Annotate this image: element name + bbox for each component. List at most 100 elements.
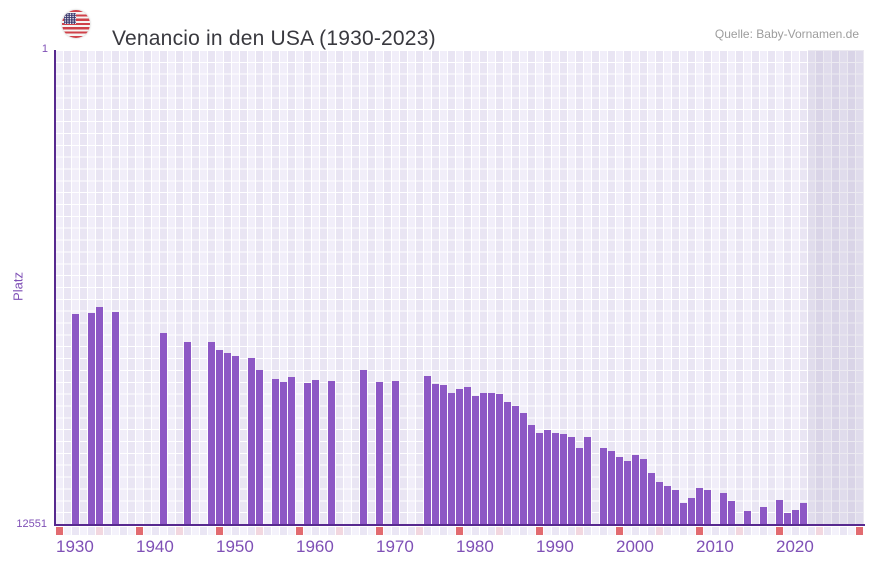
- bar-1957[interactable]: [272, 378, 279, 524]
- ruler-cell-1952: [232, 527, 239, 535]
- bar-1990[interactable]: [536, 433, 543, 524]
- bar-1952[interactable]: [232, 355, 239, 524]
- bar-1950[interactable]: [216, 349, 223, 524]
- ruler-cell-2027: [832, 527, 839, 535]
- bar-1977[interactable]: [432, 384, 439, 524]
- bar-2007[interactable]: [672, 490, 679, 524]
- ruler-cell-1953: [240, 527, 247, 535]
- ruler-cell-2030: [856, 527, 863, 535]
- ruler-cell-1974: [408, 527, 415, 535]
- bar-2005[interactable]: [656, 482, 663, 524]
- ruler-cell-1962: [312, 527, 319, 535]
- bar-2004[interactable]: [648, 472, 655, 524]
- future-years-band: [808, 50, 864, 524]
- bar-1999[interactable]: [608, 451, 615, 524]
- bar-1964[interactable]: [328, 380, 335, 524]
- bar-1943[interactable]: [160, 332, 167, 524]
- ruler-cell-2021: [784, 527, 791, 535]
- ruler-cell-1937: [112, 527, 119, 535]
- bar-1992[interactable]: [552, 432, 559, 524]
- ruler-cell-2014: [728, 527, 735, 535]
- bar-2011[interactable]: [704, 490, 711, 524]
- bar-1991[interactable]: [544, 429, 551, 524]
- ruler-cell-1980: [456, 527, 463, 535]
- bar-1958[interactable]: [280, 382, 287, 524]
- ruler-cell-1964: [328, 527, 335, 535]
- ruler-cell-1933: [80, 527, 87, 535]
- bar-1982[interactable]: [472, 395, 479, 524]
- bar-2022[interactable]: [792, 510, 799, 524]
- ruler-cell-1965: [336, 527, 343, 535]
- ruler-cell-2026: [824, 527, 831, 535]
- bar-1951[interactable]: [224, 353, 231, 524]
- bar-1980[interactable]: [456, 388, 463, 524]
- us-flag-canton: [64, 12, 76, 24]
- bar-1970[interactable]: [376, 382, 383, 524]
- bar-1993[interactable]: [560, 434, 567, 524]
- bar-2010[interactable]: [696, 487, 703, 524]
- bar-1962[interactable]: [312, 380, 319, 524]
- bar-1955[interactable]: [256, 369, 263, 524]
- bar-2016[interactable]: [744, 510, 751, 524]
- bar-1932[interactable]: [72, 314, 79, 524]
- ruler-strip: [56, 527, 864, 535]
- ruler-cell-1954: [248, 527, 255, 535]
- bar-1954[interactable]: [248, 358, 255, 524]
- bar-2000[interactable]: [616, 456, 623, 524]
- ruler-cell-1948: [200, 527, 207, 535]
- bar-1987[interactable]: [512, 405, 519, 524]
- bar-2014[interactable]: [728, 501, 735, 524]
- bar-1976[interactable]: [424, 376, 431, 524]
- ruler-cell-2020: [776, 527, 783, 535]
- x-axis-labels: 1930 1940 1950 1960 1970 1980 1990 2000 2010 2020: [56, 537, 864, 559]
- source-label: Quelle: Baby-Vornamen.de: [714, 27, 859, 41]
- bar-1937[interactable]: [112, 311, 119, 524]
- bar-2008[interactable]: [680, 502, 687, 524]
- ruler-cell-2006: [664, 527, 671, 535]
- ruler-cell-1991: [544, 527, 551, 535]
- ruler-cell-2029: [848, 527, 855, 535]
- bar-2020[interactable]: [776, 500, 783, 524]
- bar-1989[interactable]: [528, 425, 535, 524]
- bar-1968[interactable]: [360, 369, 367, 524]
- bar-1994[interactable]: [568, 436, 575, 524]
- bar-1995[interactable]: [576, 448, 583, 524]
- bar-1988[interactable]: [520, 412, 527, 524]
- bar-1978[interactable]: [440, 384, 447, 524]
- ruler-cell-1960: [296, 527, 303, 535]
- bar-1998[interactable]: [600, 448, 607, 524]
- bar-1972[interactable]: [392, 381, 399, 524]
- bar-2009[interactable]: [688, 498, 695, 524]
- bar-1949[interactable]: [208, 341, 215, 524]
- x-tick-1970: 1970: [376, 537, 414, 556]
- bar-1996[interactable]: [584, 436, 591, 524]
- bar-2006[interactable]: [664, 486, 671, 524]
- bar-2002[interactable]: [632, 455, 639, 524]
- bar-1961[interactable]: [304, 382, 311, 524]
- bar-1986[interactable]: [504, 402, 511, 524]
- bar-2023[interactable]: [800, 502, 807, 524]
- ruler-cell-2002: [632, 527, 639, 535]
- ruler-cell-1989: [528, 527, 535, 535]
- ruler-cell-1956: [264, 527, 271, 535]
- ruler-cell-1982: [472, 527, 479, 535]
- bar-2013[interactable]: [720, 492, 727, 524]
- bar-2021[interactable]: [784, 513, 791, 524]
- bar-1985[interactable]: [496, 394, 503, 524]
- bar-2003[interactable]: [640, 459, 647, 524]
- bar-1935[interactable]: [96, 307, 103, 524]
- bar-1984[interactable]: [488, 392, 495, 524]
- bar-1946[interactable]: [184, 342, 191, 524]
- ruler-cell-2011: [704, 527, 711, 535]
- bar-1981[interactable]: [464, 387, 471, 524]
- bar-2001[interactable]: [624, 461, 631, 524]
- y-tick-bottom: 12551: [16, 518, 47, 530]
- bar-1959[interactable]: [288, 376, 295, 524]
- bar-1983[interactable]: [480, 393, 487, 524]
- bar-2018[interactable]: [760, 507, 767, 524]
- ruler-cell-1939: [128, 527, 135, 535]
- bar-1934[interactable]: [88, 312, 95, 524]
- ruler-cell-1988: [520, 527, 527, 535]
- ruler-cell-1986: [504, 527, 511, 535]
- bar-1979[interactable]: [448, 393, 455, 524]
